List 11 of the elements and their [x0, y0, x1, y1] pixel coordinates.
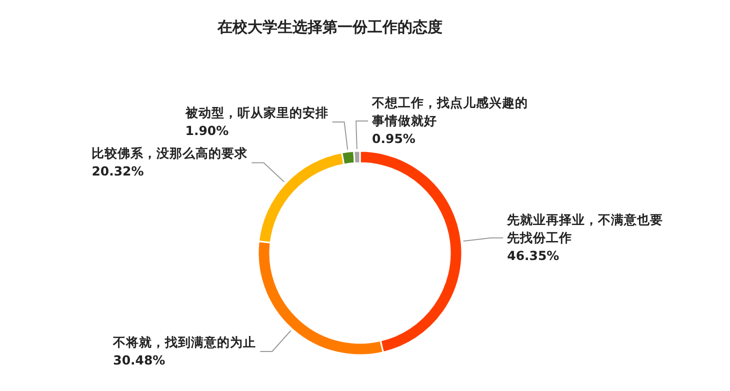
- slice-label: 比较佛系，没那么高的要求: [92, 146, 249, 161]
- data-label: 30.48%: [113, 352, 166, 368]
- slice-label: 不想工作，找点儿感兴趣的事情做就好: [371, 95, 528, 128]
- slice-label: 不将就，找到满意的为止: [112, 334, 256, 350]
- data-label: 1.90%: [185, 122, 230, 138]
- chart-title: 在校大学生选择第一份工作的态度: [216, 18, 442, 36]
- slice-label: 被动型，听从家里的安排: [184, 104, 328, 120]
- data-label: 46.35%: [507, 248, 560, 263]
- data-label: 0.95%: [372, 131, 416, 146]
- slice-label: 先就业再择业，不满意也要先找份工作: [506, 212, 664, 245]
- data-label: 20.32%: [92, 164, 144, 179]
